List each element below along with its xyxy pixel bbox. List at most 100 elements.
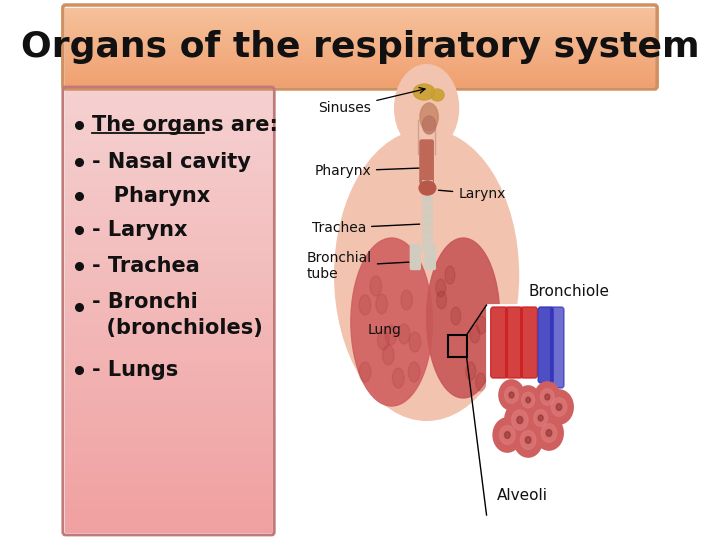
Bar [66,101,271,102]
Bar [66,526,271,527]
Bar [66,262,271,263]
Ellipse shape [466,362,476,380]
Bar [66,443,271,444]
Bar [66,440,271,441]
Bar [66,405,271,406]
Bar [66,8,654,9]
Bar [66,139,271,140]
Bar [66,293,271,294]
Bar [66,241,271,242]
Bar [66,334,271,335]
Bar [66,473,271,474]
Bar [66,15,654,16]
Bar [66,158,271,159]
Ellipse shape [419,181,436,195]
Bar [66,100,271,101]
Circle shape [552,397,567,416]
Bar [66,303,271,304]
Bar [66,295,271,296]
Bar [66,243,271,244]
Bar [66,175,271,176]
Bar [66,505,271,506]
Bar [66,53,654,54]
Bar [66,31,654,32]
Bar [66,375,271,376]
Bar [273,90,655,532]
Bar [66,143,271,144]
Bar [66,135,271,136]
Bar [66,350,271,351]
Bar [66,237,271,238]
Circle shape [534,410,547,426]
Bar [66,141,271,142]
Bar [66,352,271,353]
Bar [66,341,271,342]
Bar [66,51,654,52]
Bar [66,451,271,452]
Bar [66,529,271,530]
Ellipse shape [385,325,397,345]
Bar [66,266,271,267]
Bar [66,210,271,211]
Bar [66,233,271,234]
Bar [66,485,271,486]
Bar [66,80,654,81]
Bar [66,252,271,253]
Bar [66,310,271,311]
Bar [66,269,271,270]
Bar [66,33,654,34]
Circle shape [505,431,510,438]
Bar [66,472,271,473]
Bar [423,180,431,186]
Bar [66,437,271,438]
Bar [66,449,271,450]
Bar [66,119,271,120]
Bar [66,493,271,494]
Bar [66,502,271,503]
Bar [66,271,271,272]
Bar [423,244,431,250]
Bar [66,67,654,68]
Bar [66,54,654,55]
Text: Alveoli: Alveoli [497,488,547,503]
Circle shape [512,410,528,430]
Bar [66,318,271,319]
Bar [66,166,271,167]
Bar [66,251,271,252]
Ellipse shape [451,307,461,325]
Bar [66,361,271,362]
Bar [66,282,271,283]
Bar [66,147,271,148]
Ellipse shape [476,373,486,391]
Bar [66,429,271,430]
Bar [66,514,271,515]
Bar [66,438,271,439]
Bar [66,466,271,467]
Bar [66,209,271,210]
Bar [66,378,271,379]
Bar [66,94,271,95]
Bar [66,461,271,462]
Bar [66,213,271,214]
Bar [66,59,654,60]
Bar [66,275,271,276]
Circle shape [500,426,515,444]
Bar [66,224,271,225]
Bar [66,103,271,104]
Bar [66,518,271,519]
Bar [66,450,271,451]
Circle shape [556,403,562,410]
Bar [66,79,654,80]
Bar [66,146,271,147]
FancyBboxPatch shape [521,307,537,378]
Bar [66,471,271,472]
Bar [66,151,271,152]
Bar [66,315,271,316]
Bar [66,223,271,224]
Bar [423,196,431,202]
Bar [66,155,271,156]
Circle shape [526,397,531,403]
Bar [66,104,271,105]
Bar [66,56,654,57]
Bar [66,470,271,471]
